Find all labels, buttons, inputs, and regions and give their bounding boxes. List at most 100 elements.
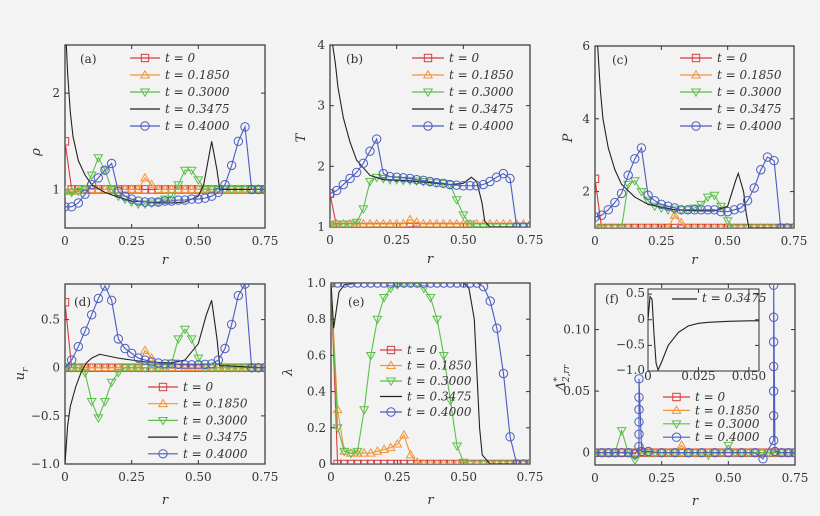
legend-item: t = 0.1850	[663, 403, 760, 417]
data-point	[769, 155, 779, 166]
legend-item: t = 0.3000	[663, 417, 760, 431]
legend: t = 0 t = 0.1850 t = 0.3000 t = 0.3475 t = 0…	[412, 51, 514, 133]
data-point	[405, 173, 415, 184]
data-point	[782, 223, 793, 228]
data-point	[412, 222, 421, 227]
data-point	[722, 206, 733, 217]
x-tick-label: 0.50	[715, 471, 742, 485]
legend-item: t = 0.3475	[680, 102, 782, 116]
data-point	[420, 458, 427, 464]
data-point	[618, 222, 625, 228]
data-point	[698, 222, 705, 228]
data-point	[643, 449, 654, 458]
data-point	[73, 364, 84, 373]
y-tick-label: −1.0	[31, 457, 60, 471]
data-point	[504, 223, 516, 227]
data-point	[159, 195, 171, 205]
data-point	[219, 186, 231, 195]
data-point	[634, 374, 644, 384]
legend-item: t = 0.3000	[148, 413, 248, 427]
legend-item: t = 0.3000	[680, 85, 782, 99]
data-point	[73, 185, 84, 194]
series-t3475	[648, 295, 759, 371]
legend-item: t = 0.4000	[680, 119, 782, 133]
data-point	[769, 224, 780, 228]
legend: t = 0 t = 0.1850 t = 0.3000 t = 0.3475 t = 0…	[148, 380, 248, 461]
data-point	[669, 449, 681, 458]
data-point	[736, 449, 747, 458]
data-point	[106, 295, 117, 306]
data-point	[386, 459, 395, 464]
data-point	[398, 173, 409, 183]
data-point	[683, 447, 694, 457]
series-line	[65, 300, 265, 464]
data-point	[758, 454, 768, 464]
series-line	[65, 284, 265, 369]
legend-marker	[690, 88, 702, 98]
legend-label: t = 0	[717, 51, 748, 65]
data-point	[479, 222, 488, 227]
data-point	[220, 343, 230, 354]
data-point	[406, 459, 415, 464]
data-point	[393, 459, 402, 464]
data-point	[126, 184, 137, 193]
data-point	[166, 184, 177, 193]
data-point	[133, 184, 144, 193]
data-point	[595, 174, 600, 184]
data-point	[372, 283, 383, 288]
data-point	[737, 222, 744, 228]
data-point	[126, 348, 137, 359]
data-point	[385, 222, 395, 227]
data-point	[438, 218, 449, 227]
data-point	[226, 160, 237, 171]
legend-label: t = 0.4000	[695, 430, 760, 444]
data-point	[512, 459, 522, 464]
y-tick-label: 0.5	[626, 286, 645, 300]
y-axis-label: T	[294, 132, 309, 142]
data-point	[186, 362, 197, 372]
data-point	[492, 323, 502, 333]
data-point	[79, 362, 91, 372]
data-point	[365, 218, 375, 227]
data-point	[153, 358, 164, 368]
y-tick-label: 0.10	[563, 323, 590, 337]
data-point	[478, 179, 489, 190]
legend-marker	[139, 88, 151, 98]
data-point	[729, 205, 739, 215]
data-point	[452, 222, 461, 227]
panel-label: (b)	[346, 52, 363, 66]
data-point	[233, 362, 244, 372]
data-point	[146, 199, 157, 209]
y-tick-label: 3	[317, 99, 325, 113]
data-point	[372, 315, 383, 325]
data-point	[649, 202, 660, 212]
data-point	[438, 178, 449, 189]
data-point	[636, 143, 647, 153]
data-point	[465, 283, 475, 288]
data-point	[703, 205, 713, 215]
data-point	[65, 137, 70, 146]
data-point	[749, 183, 759, 193]
data-point	[651, 222, 658, 228]
data-point	[233, 136, 244, 147]
y-tick-label: 4	[582, 112, 590, 126]
x-tick-label: 0.050	[732, 369, 766, 383]
data-point	[186, 335, 197, 345]
panel-label: (c)	[612, 53, 628, 67]
data-point	[173, 181, 184, 190]
legend-label: t = 0	[183, 380, 214, 394]
data-point	[399, 222, 408, 227]
data-point	[352, 283, 363, 288]
data-point	[385, 284, 396, 294]
data-point	[330, 188, 335, 199]
data-point	[418, 175, 429, 185]
x-tick-label: 0.25	[118, 470, 145, 484]
y-tick-label: 0.4	[307, 385, 326, 399]
data-point	[616, 447, 627, 458]
plot-frame	[64, 283, 266, 465]
data-point	[66, 188, 77, 198]
data-point	[73, 187, 84, 197]
series-t0	[65, 298, 265, 372]
data-point	[629, 177, 640, 186]
x-tick-label: 0.75	[252, 234, 279, 248]
